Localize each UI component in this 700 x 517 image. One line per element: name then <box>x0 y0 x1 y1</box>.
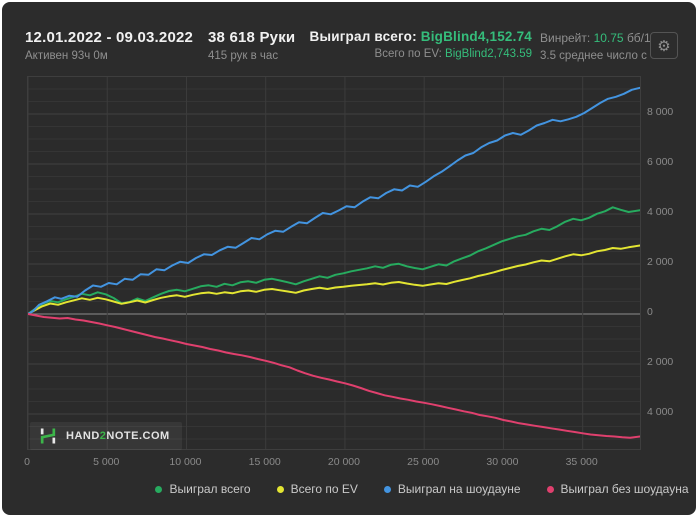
legend-label: Выиграл без шоудауна <box>560 482 689 496</box>
hand2note-watermark: HAND2NOTE.COM <box>30 422 182 450</box>
y-tick-label: 2 000 <box>647 256 674 268</box>
legend-item-ev[interactable]: Всего по EV <box>276 482 358 496</box>
series-line-3 <box>28 313 640 439</box>
won-total-line: Выиграл всего: BigBlind4,152.74 <box>302 29 532 44</box>
won-total-value: BigBlind4,152.74 <box>420 29 532 44</box>
chart-legend: Выиграл всего Всего по EV Выиграл на шоу… <box>155 482 689 496</box>
x-tick-label: 25 000 <box>407 456 440 468</box>
legend-dot-pink <box>546 485 554 493</box>
chart-canvas <box>28 77 640 449</box>
x-tick-label: 30 000 <box>486 456 519 468</box>
winrate-value: 10.75 <box>593 31 624 45</box>
gear-icon: ⚙ <box>657 36 671 55</box>
legend-label: Всего по EV <box>290 482 358 496</box>
legend-dot-blue <box>383 485 391 493</box>
legend-dot-yellow <box>276 485 284 493</box>
won-total-label: Выиграл всего: <box>309 29 417 44</box>
y-tick-label: 6 000 <box>647 156 674 168</box>
ev-total-line: Всего по EV: BigBlind2,743.59 <box>302 48 532 60</box>
avg-tables-text: 3.5 среднее число с <box>540 50 647 62</box>
hand2note-logo-icon <box>40 428 56 444</box>
legend-label: Выиграл на шоудауне <box>397 482 521 496</box>
winrate-label: Винрейт: <box>540 31 591 45</box>
legend-item-nonshowdown[interactable]: Выиграл без шоудауна <box>546 482 689 496</box>
wm-pre: HAND <box>66 430 100 442</box>
hand2note-logo-text: HAND2NOTE.COM <box>66 430 170 442</box>
header-winnings-column: Выиграл всего: BigBlind4,152.74 Всего по… <box>302 29 532 60</box>
series-line-2 <box>28 86 640 315</box>
x-tick-label: 20 000 <box>327 456 360 468</box>
hands-count: 38 618 Руки <box>208 29 296 46</box>
header-hands-column: 38 618 Руки 415 рук в час <box>208 29 295 62</box>
y-tick-label: 8 000 <box>647 106 674 118</box>
series-line-1 <box>28 244 640 315</box>
wm-post: NOTE.COM <box>106 430 170 442</box>
ev-total-label: Всего по EV: <box>374 48 442 60</box>
winnings-chart[interactable] <box>27 76 641 450</box>
settings-button[interactable]: ⚙ <box>650 32 678 59</box>
x-tick-label: 5 000 <box>93 456 120 468</box>
ev-total-value: BigBlind2,743.59 <box>445 48 532 60</box>
legend-item-showdown[interactable]: Выиграл на шоудауне <box>383 482 521 496</box>
x-tick-label: 35 000 <box>565 456 598 468</box>
legend-dot-green <box>155 485 163 493</box>
y-tick-label: 4 000 <box>647 206 674 218</box>
y-tick-label: 4 000 <box>647 406 674 418</box>
header-winrate-column: Винрейт: 10.75 бб/1 3.5 среднее число с <box>540 31 652 62</box>
hands-rate: 415 рук в час <box>208 50 279 62</box>
header-date-column: 12.01.2022 - 09.03.2022 Активен 93ч 0м <box>25 29 193 62</box>
winrate-line: Винрейт: 10.75 бб/1 <box>540 31 652 45</box>
legend-label: Выиграл всего <box>169 482 251 496</box>
date-range: 12.01.2022 - 09.03.2022 <box>25 29 194 46</box>
x-tick-label: 15 000 <box>248 456 281 468</box>
x-tick-label: 0 <box>24 456 30 468</box>
y-tick-label: 0 <box>647 306 653 318</box>
x-tick-label: 10 000 <box>169 456 202 468</box>
y-tick-label: 2 000 <box>647 356 674 368</box>
legend-item-won-total[interactable]: Выиграл всего <box>155 482 251 496</box>
winrate-unit: бб/1 <box>626 31 651 45</box>
wm-num: 2 <box>99 430 107 442</box>
active-time: Активен 93ч 0м <box>25 50 108 62</box>
